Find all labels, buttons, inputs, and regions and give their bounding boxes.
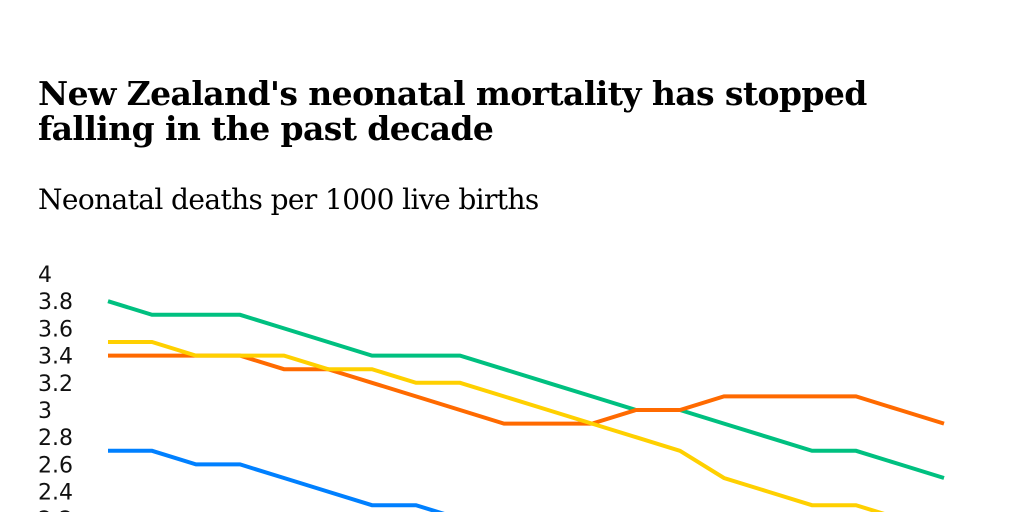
series-line-green — [107, 299, 945, 480]
y-tick-label: 3.4 — [38, 345, 73, 370]
y-tick-label: 2.8 — [38, 426, 73, 451]
y-tick-label: 3.8 — [38, 290, 73, 315]
chart-title: New Zealand's neonatal mortality has sto… — [38, 74, 867, 148]
series-line-blue — [108, 448, 445, 512]
chart-lines — [107, 299, 945, 512]
y-tick-label: 2.4 — [38, 481, 73, 506]
y-tick-label: 3 — [38, 399, 52, 424]
chart-subtitle: Neonatal deaths per 1000 live births — [38, 183, 539, 216]
y-axis: 43.83.6 3.43.232.82.6 2.4 2.2 — [38, 263, 73, 512]
y-tick-label: 4 — [38, 263, 52, 288]
y-tick-label: 3.6 — [38, 317, 73, 342]
y-tick-label: 2.6 — [38, 453, 73, 478]
series-line-yellow — [108, 340, 885, 512]
y-tick-label: 2.2 — [38, 508, 73, 512]
y-tick-label: 3.2 — [38, 372, 73, 397]
series-line-orange — [108, 353, 945, 426]
